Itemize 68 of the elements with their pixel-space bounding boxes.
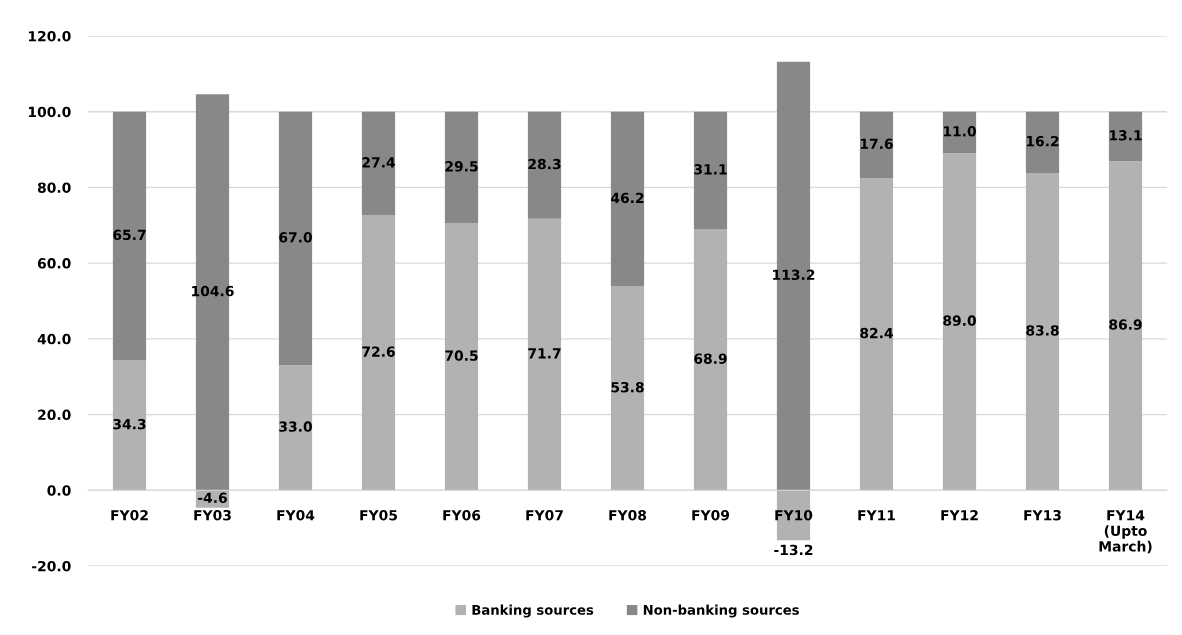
legend-label: Banking sources bbox=[472, 604, 594, 618]
y-tick-label: 120.0 bbox=[28, 30, 71, 42]
bar bbox=[1108, 111, 1143, 162]
bar bbox=[610, 111, 645, 287]
data-label: 72.6 bbox=[362, 346, 395, 357]
legend-label: Non-banking sources bbox=[643, 604, 799, 618]
bar bbox=[444, 223, 479, 491]
data-label: 83.8 bbox=[1026, 325, 1059, 336]
bar bbox=[112, 360, 147, 491]
y-tick-label: 0.0 bbox=[47, 485, 71, 496]
bar bbox=[859, 111, 894, 179]
data-label: 53.8 bbox=[611, 381, 644, 393]
x-tick-label: FY06 bbox=[443, 509, 481, 521]
data-label: 46.2 bbox=[610, 192, 644, 204]
data-label: 17.6 bbox=[860, 138, 893, 150]
y-tick-label: 60.0 bbox=[37, 258, 71, 269]
data-label: -13.2 bbox=[774, 544, 813, 556]
y-tick-label: -20.0 bbox=[32, 560, 71, 572]
bar bbox=[527, 111, 562, 219]
data-label: 31.1 bbox=[694, 164, 727, 175]
data-label: 86.9 bbox=[1109, 319, 1142, 330]
x-tick-label: FY14 (Upto March) bbox=[1099, 510, 1152, 554]
data-label: 65.7 bbox=[113, 229, 146, 241]
data-label: 27.4 bbox=[362, 157, 395, 168]
bar bbox=[444, 111, 479, 224]
data-label: 11.0 bbox=[943, 126, 976, 137]
bar bbox=[693, 111, 728, 230]
bar bbox=[112, 111, 147, 361]
x-tick-label: FY11 bbox=[858, 510, 895, 521]
x-tick-label: FY09 bbox=[692, 509, 730, 521]
data-label: 33.0 bbox=[279, 421, 312, 432]
bar bbox=[1025, 111, 1060, 174]
bar bbox=[693, 229, 728, 491]
bar bbox=[1025, 173, 1060, 491]
x-tick-label: FY07 bbox=[526, 509, 563, 521]
bar bbox=[942, 153, 977, 491]
data-label: 13.1 bbox=[1109, 130, 1142, 141]
bar bbox=[527, 218, 562, 491]
data-label: 89.0 bbox=[943, 315, 976, 326]
y-tick-label: 40.0 bbox=[37, 333, 71, 345]
data-label: 16.2 bbox=[1026, 135, 1059, 147]
x-tick-label: FY12 bbox=[941, 509, 978, 521]
y-tick-label: 20.0 bbox=[38, 409, 71, 421]
data-label: 68.9 bbox=[694, 353, 727, 364]
data-label: 67.0 bbox=[279, 232, 312, 243]
bar bbox=[361, 215, 396, 491]
x-tick-label: FY13 bbox=[1024, 509, 1061, 521]
bar bbox=[278, 365, 313, 491]
data-label: -4.6 bbox=[198, 492, 227, 504]
x-tick-label: FY05 bbox=[360, 509, 397, 521]
x-tick-label: FY10 bbox=[775, 509, 813, 521]
data-label: 71.7 bbox=[528, 348, 561, 359]
bar bbox=[1108, 161, 1143, 491]
bar bbox=[278, 111, 313, 366]
data-label: 70.5 bbox=[445, 350, 478, 361]
y-tick-label: 80.0 bbox=[37, 182, 71, 193]
y-tick-label: 100.0 bbox=[28, 106, 71, 118]
data-label: 82.4 bbox=[860, 327, 893, 339]
x-tick-label: FY08 bbox=[609, 509, 647, 521]
x-tick-label: FY03 bbox=[194, 509, 231, 521]
bar bbox=[859, 178, 894, 491]
x-tick-label: FY04 bbox=[277, 509, 315, 521]
x-tick-label: FY02 bbox=[111, 509, 148, 521]
data-label: 28.3 bbox=[528, 158, 561, 170]
bar bbox=[610, 286, 645, 491]
data-label: 29.5 bbox=[445, 161, 478, 172]
data-label: 34.3 bbox=[113, 418, 146, 430]
bar bbox=[361, 111, 396, 216]
